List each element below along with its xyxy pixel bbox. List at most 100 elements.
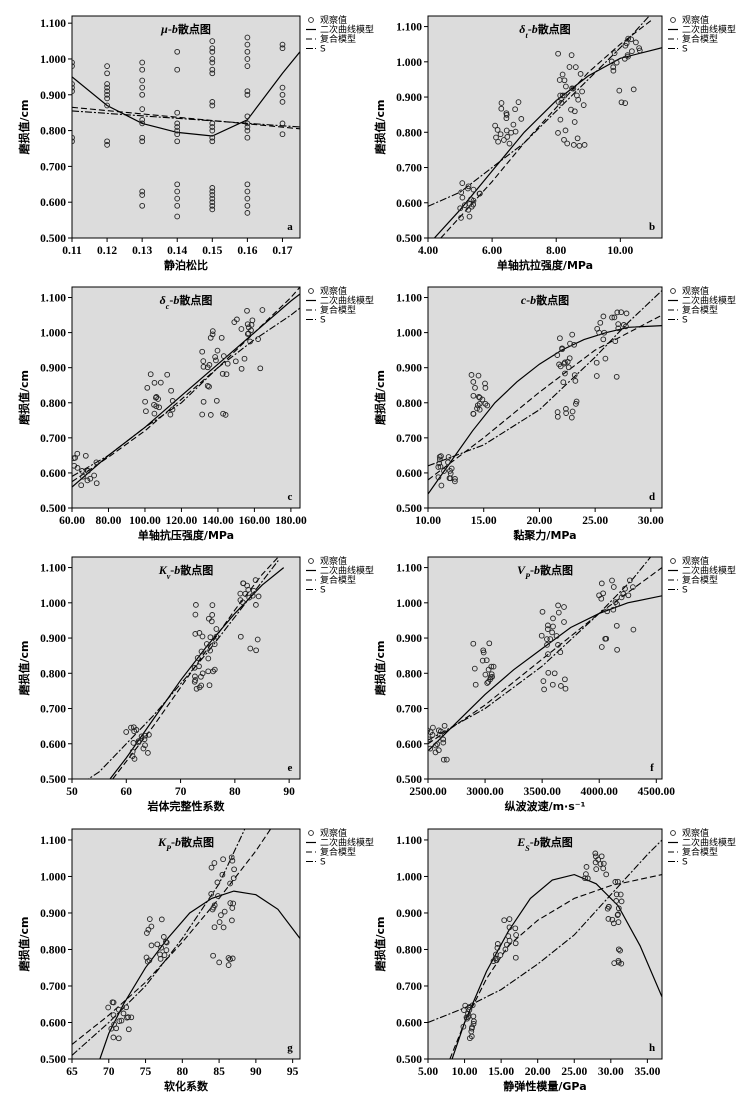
data-point (241, 355, 248, 362)
data-point (550, 615, 556, 622)
x-tick-label: 0.14 (167, 245, 187, 257)
x-tick-label: 4500.00 (638, 786, 676, 798)
data-point (615, 878, 621, 885)
data-point (279, 99, 286, 105)
data-point (574, 92, 580, 99)
data-point (146, 731, 152, 738)
data-point (218, 912, 224, 918)
data-point (428, 729, 434, 735)
panel-title: c-b散点图 (521, 293, 569, 307)
data-point (209, 56, 216, 62)
data-point (209, 188, 216, 195)
x-axis-title: 静弹性模量/GPa (503, 1079, 586, 1093)
x-tick-label: 25.00 (561, 1066, 587, 1078)
data-point (230, 875, 237, 882)
data-point (492, 122, 498, 129)
legend-observed: 观察值 (320, 555, 347, 567)
data-point (438, 482, 445, 489)
y-axis-title: 磨损值/cm (17, 917, 31, 973)
data-point (138, 733, 145, 740)
chart-panel-c: 0.500 0.600 0.700 0.800 0.900 1.000 1.100 60.00… (17, 285, 374, 542)
data-point (238, 326, 245, 332)
x-tick-label: 15.00 (488, 1066, 514, 1078)
data-point (82, 452, 89, 459)
data-point (518, 116, 525, 122)
data-point (459, 194, 466, 201)
data-point (145, 750, 151, 756)
fit-line-s (428, 839, 662, 1024)
data-point (209, 602, 216, 608)
y-axis-title: 磨损值/cm (17, 641, 31, 697)
data-point (163, 938, 169, 945)
data-point (603, 871, 610, 878)
data-point (174, 138, 181, 145)
data-point (279, 84, 286, 91)
data-point (538, 632, 545, 639)
data-point (458, 189, 465, 196)
data-point (515, 99, 522, 105)
data-point (199, 411, 206, 418)
data-point (139, 77, 146, 84)
data-point (497, 131, 504, 138)
data-point (503, 127, 510, 134)
fit-line-composite (428, 567, 662, 745)
data-point (209, 199, 216, 206)
data-point (255, 336, 261, 342)
data-point (568, 414, 575, 421)
data-point (139, 192, 146, 198)
data-point (583, 871, 589, 877)
y-tick-label: 1.100 (40, 563, 66, 575)
data-point (220, 353, 227, 359)
x-tick-label: 80 (229, 786, 241, 798)
x-tick-label: 180.00 (275, 515, 307, 527)
data-point (157, 379, 164, 386)
y-tick-label: 0.500 (40, 1054, 66, 1066)
x-tick-label: 90 (250, 1066, 262, 1078)
data-point (130, 724, 137, 731)
data-point (506, 916, 513, 922)
data-point (230, 900, 237, 907)
data-point (244, 48, 251, 55)
data-point (598, 853, 605, 860)
data-point (562, 127, 569, 134)
data-point (606, 903, 612, 910)
data-point (209, 99, 216, 105)
data-point (164, 371, 171, 378)
data-point (105, 1004, 112, 1011)
data-point (209, 102, 216, 109)
data-point (110, 1034, 117, 1041)
data-point (571, 341, 577, 348)
data-point (498, 105, 505, 112)
data-point (238, 365, 245, 372)
data-point (438, 453, 444, 459)
data-point (84, 477, 91, 484)
data-point (470, 1020, 477, 1027)
data-point (209, 612, 216, 618)
y-tick-label: 0.500 (40, 233, 66, 245)
x-tick-label: 70 (175, 786, 187, 798)
y-tick-label: 0.900 (40, 633, 66, 645)
y-tick-label: 0.600 (40, 468, 66, 480)
data-point (610, 606, 617, 613)
data-point (244, 63, 251, 69)
data-point (144, 384, 151, 391)
data-point (561, 136, 567, 143)
y-tick-label: 1.000 (396, 57, 422, 69)
data-point (435, 474, 442, 481)
data-point (213, 397, 220, 404)
data-point (72, 471, 73, 476)
data-point (550, 623, 556, 630)
data-point (221, 908, 228, 915)
y-tick-label: 1.100 (396, 293, 422, 305)
data-point (244, 34, 251, 41)
y-tick-label: 0.700 (40, 161, 66, 173)
data-point (85, 467, 91, 474)
data-point (104, 81, 110, 87)
data-point (549, 629, 555, 636)
fit-line-s (428, 557, 652, 741)
data-point (614, 309, 621, 316)
data-point (174, 66, 181, 73)
data-point (72, 461, 73, 465)
data-point (209, 59, 216, 66)
y-tick-label: 1.100 (40, 18, 66, 30)
